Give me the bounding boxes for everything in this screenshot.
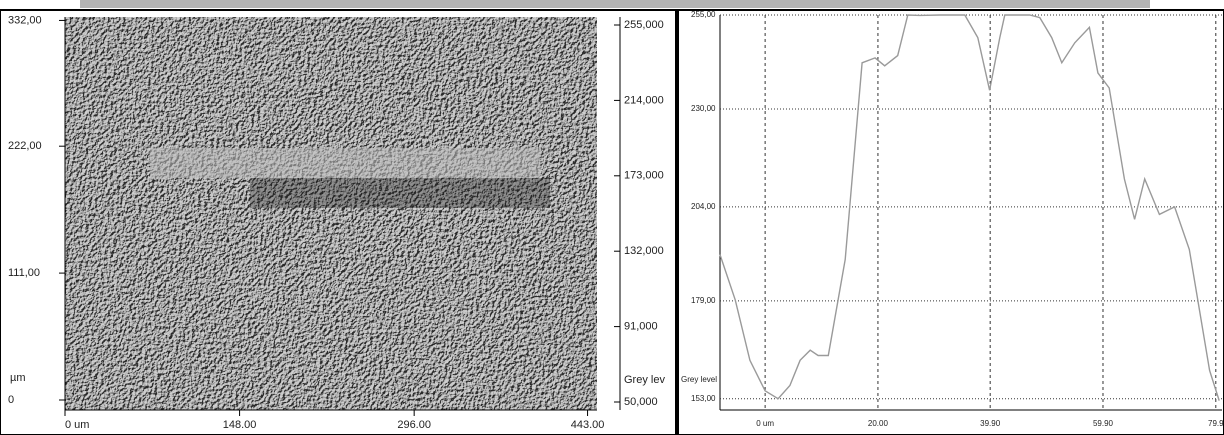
x-tick-label: 0 um (65, 419, 89, 431)
y-tick-label: 179,00 (691, 296, 716, 305)
light-band (150, 148, 540, 178)
y-tick-label: 255,00 (691, 10, 716, 19)
y-axis-label: µm (10, 372, 26, 384)
x-tick-label: 443.00 (571, 419, 605, 431)
dark-band (250, 178, 550, 208)
y-tick-label: 153,00 (691, 394, 716, 403)
y-tick-label: 204,00 (691, 202, 716, 211)
y-tick-label: 230,00 (691, 104, 716, 113)
profile-line (719, 14, 1220, 401)
x-tick-label: 0 um (756, 419, 774, 428)
colorbar-tick-label: 50,000 (624, 396, 658, 408)
colorbar-tick-label: 214,000 (624, 94, 664, 106)
image (65, 17, 597, 410)
colorbar-tick-label: 132,000 (624, 245, 664, 257)
x-tick-label: 148.00 (223, 419, 257, 431)
y-tick-label: 111,00 (8, 267, 40, 279)
right-panel (677, 9, 1224, 435)
x-tick-label: 39.90 (980, 419, 1001, 428)
image-tint (65, 17, 597, 410)
surface-image (65, 17, 597, 410)
colorbar-tick-label: 91,000 (624, 321, 658, 333)
x-tick-label: 296.00 (397, 419, 431, 431)
y-tick-label: 222,00 (8, 140, 42, 152)
colorbar-tick-label: 255,000 (624, 19, 664, 31)
x-tick-label: 79.9 (1208, 419, 1224, 428)
x-tick-label: 20.00 (868, 419, 889, 428)
x-tick-label: 59.90 (1093, 419, 1114, 428)
y-tick-label: 332,00 (8, 14, 42, 26)
scroll-bar (80, 0, 1150, 8)
colorbar-tick-label: 173,000 (624, 170, 664, 182)
y-tick-label: 0 (8, 394, 14, 406)
y-axis-label: Grey level (681, 375, 717, 384)
colorbar-label: Grey lev (624, 374, 665, 386)
